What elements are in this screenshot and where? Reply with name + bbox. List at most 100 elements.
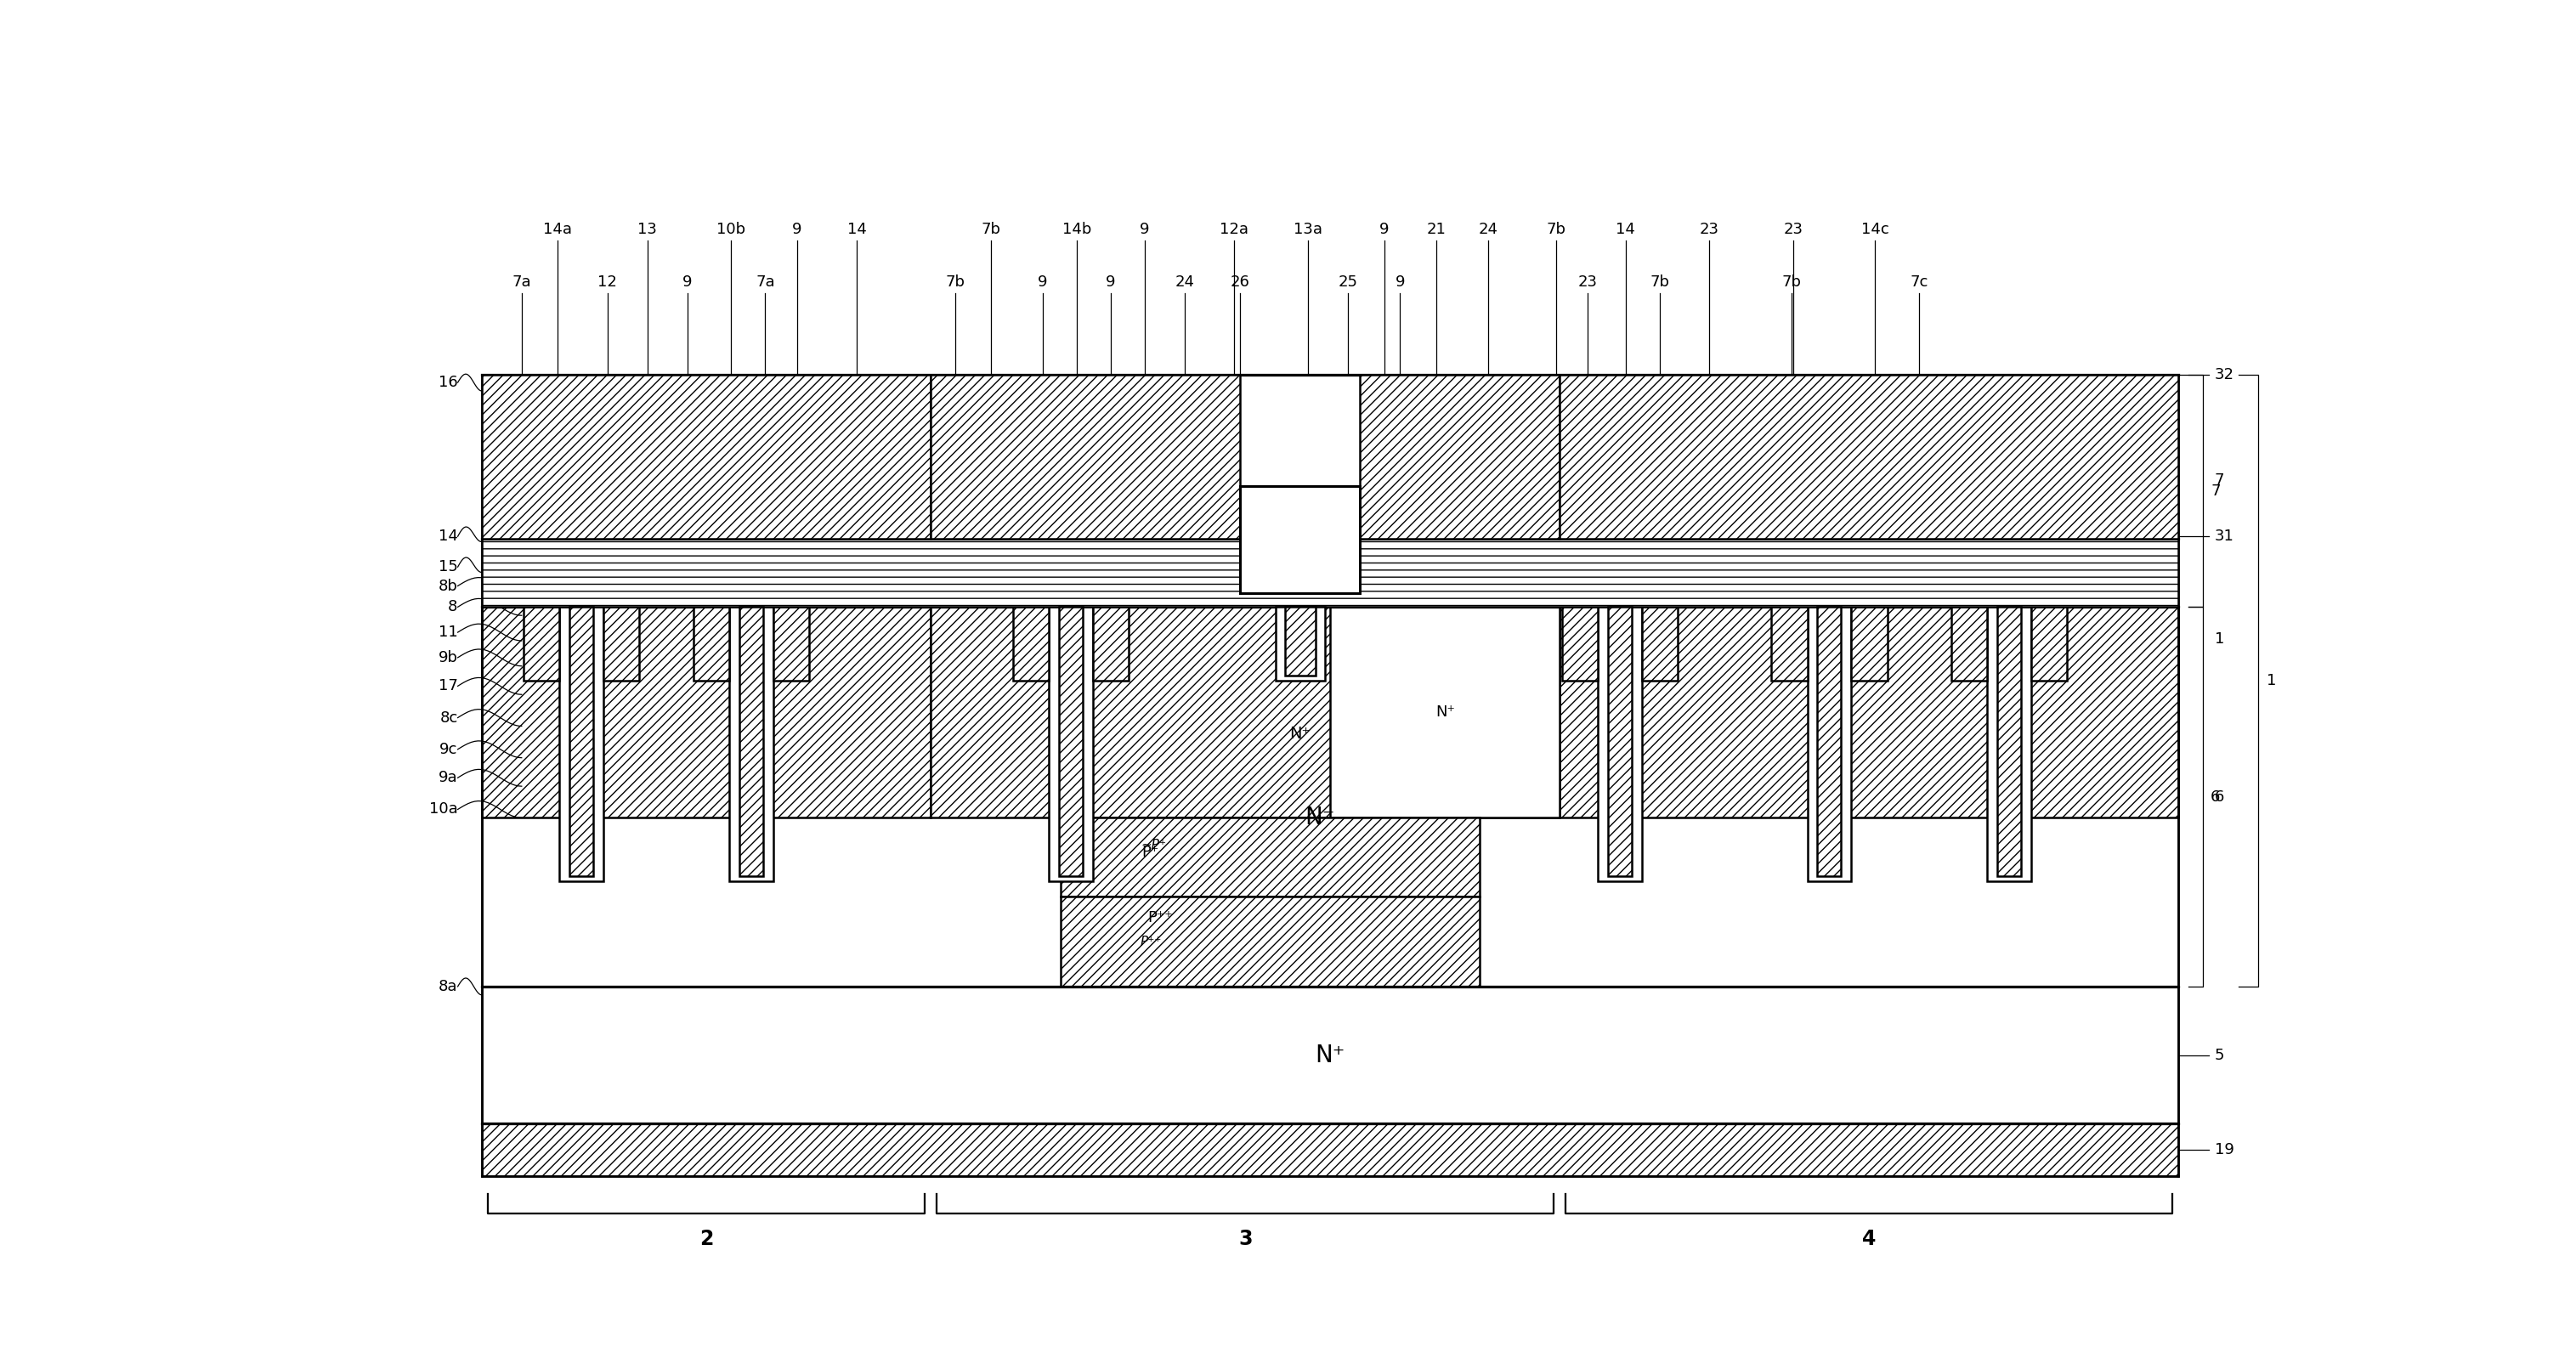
Text: N⁻: N⁻ [1306,806,1334,830]
Text: P⁺⁺: P⁺⁺ [1141,935,1162,949]
Text: 2: 2 [698,1229,714,1250]
Bar [1816,606,1842,876]
Text: 6: 6 [2215,789,2223,805]
Bar [1329,606,1561,817]
Bar [1285,606,1316,675]
Text: 7a: 7a [755,274,775,290]
Text: 14: 14 [848,222,866,237]
Bar [1048,606,1092,882]
Bar [1061,897,1479,987]
Bar [739,606,762,876]
Text: 9a: 9a [438,771,459,786]
Text: 7b: 7b [1783,274,1801,290]
Bar [1641,606,1677,680]
Text: 23: 23 [1783,222,1803,237]
Bar [569,606,592,876]
Text: 11: 11 [438,624,459,639]
Text: 25: 25 [1340,274,1358,290]
Bar [773,606,809,680]
Text: P⁺⁺: P⁺⁺ [1149,910,1172,925]
Text: 24: 24 [1479,222,1497,237]
Text: 8b: 8b [438,578,459,594]
Bar [1275,606,1324,680]
Bar [482,375,930,538]
Text: 9: 9 [1396,274,1404,290]
Bar [559,606,603,882]
Text: 7b: 7b [981,222,999,237]
Bar [1996,606,2022,876]
Text: 10b: 10b [716,222,747,237]
Text: 32: 32 [2215,367,2233,383]
Bar [1059,606,1082,876]
Text: 31: 31 [2215,528,2233,543]
Bar [1986,606,2030,882]
Text: 14: 14 [438,528,459,543]
Text: N⁺: N⁺ [1435,705,1455,720]
Bar [482,1124,2179,1176]
Text: 7b: 7b [945,274,963,290]
Text: 8a: 8a [438,979,459,994]
Text: 8c: 8c [440,711,459,726]
Text: 10a: 10a [430,802,459,817]
Text: ~P⁺: ~P⁺ [1141,839,1167,852]
Text: 16: 16 [438,375,459,390]
Text: 9: 9 [683,274,693,290]
Text: 9c: 9c [440,742,459,757]
Bar [930,606,1561,817]
Text: 19: 19 [2215,1142,2233,1158]
Text: 9: 9 [1038,274,1048,290]
Bar [1061,817,1479,897]
Text: 12: 12 [598,274,618,290]
Text: 7c: 7c [1909,274,1929,290]
Bar [1852,606,1888,680]
Text: 7b: 7b [1649,274,1669,290]
Text: 6: 6 [2210,789,2221,805]
Bar [1808,606,1852,882]
Text: 7: 7 [2210,483,2221,498]
Text: 8: 8 [448,600,459,615]
Text: 9: 9 [793,222,801,237]
Text: 14c: 14c [1862,222,1888,237]
Bar [1950,606,1986,680]
Text: 3: 3 [1239,1229,1252,1250]
Text: 12a: 12a [1221,222,1249,237]
Text: N⁺: N⁺ [1316,1043,1345,1066]
Bar [482,538,2179,606]
Text: 9b: 9b [438,650,459,665]
Bar [523,606,559,680]
Text: 9: 9 [1139,222,1149,237]
Bar [729,606,773,882]
Bar [1597,606,1641,882]
Bar [1772,606,1808,680]
Text: 9: 9 [1105,274,1115,290]
Text: N⁺: N⁺ [1291,726,1311,742]
Bar [1242,486,1360,593]
Bar [1012,606,1048,680]
Bar [1561,606,2179,817]
Bar [603,606,639,680]
Text: 5: 5 [2215,1047,2223,1062]
Text: 24: 24 [1175,274,1195,290]
Text: 7b: 7b [1546,222,1566,237]
Text: P⁺: P⁺ [1141,845,1159,860]
Text: 15: 15 [438,560,459,575]
Bar [1360,375,1561,538]
Bar [1561,606,1597,680]
Bar [482,606,2179,987]
Bar [1561,375,2179,538]
Text: 23: 23 [1579,274,1597,290]
Text: 1: 1 [2267,674,2277,689]
Bar [693,606,729,680]
Text: 9e: 9e [757,753,773,767]
Text: 14b: 14b [1061,222,1092,237]
Text: 14a: 14a [544,222,572,237]
Text: 13a: 13a [1293,222,1321,237]
Text: 7: 7 [2215,472,2223,489]
Text: 1: 1 [2215,631,2223,646]
Text: 9: 9 [1378,222,1388,237]
Text: 9d: 9d [770,790,788,804]
Bar [482,606,930,817]
Text: 26: 26 [1231,274,1249,290]
Text: 21: 21 [1427,222,1445,237]
Bar [2030,606,2066,680]
